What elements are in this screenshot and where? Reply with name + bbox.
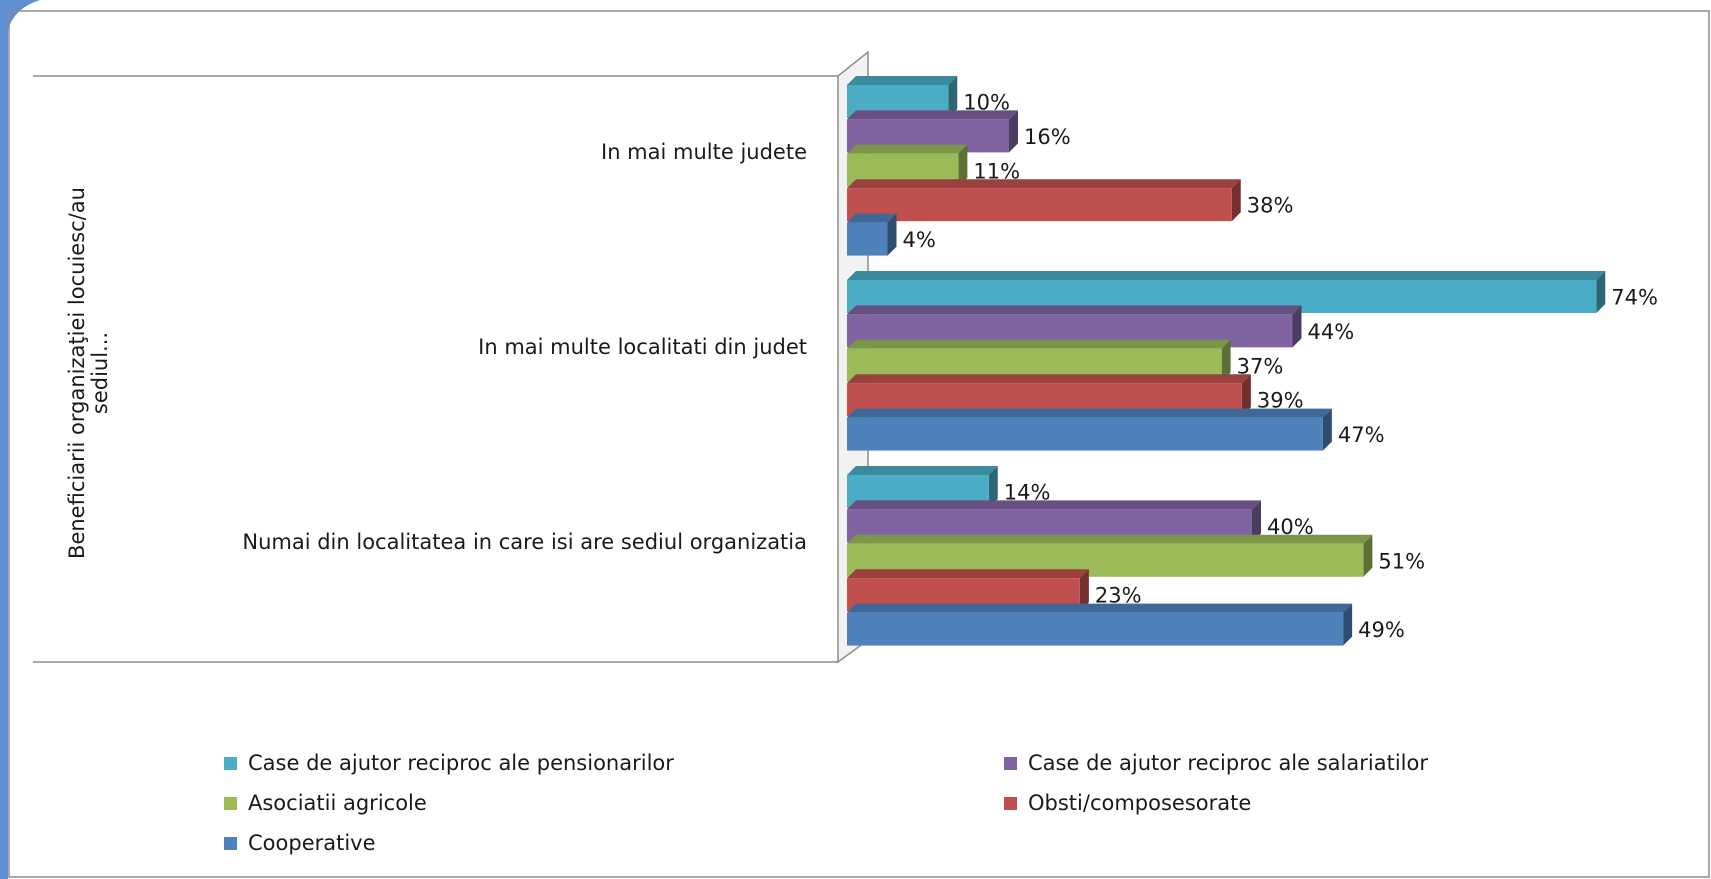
bar <box>847 110 1018 153</box>
bar <box>847 408 1332 451</box>
category-label: In mai multe localitati din judet <box>478 335 807 359</box>
bar-top <box>847 271 1606 280</box>
data-label: 51% <box>1378 549 1425 573</box>
bar-top <box>847 144 968 154</box>
bar-top <box>847 305 1302 315</box>
bar <box>847 534 1373 577</box>
legend-label: Cooperative <box>248 831 376 855</box>
bar-side <box>1322 408 1332 451</box>
bar-side <box>958 144 968 187</box>
bar-side <box>1292 305 1302 348</box>
bar-side <box>1009 110 1018 153</box>
data-label: 74% <box>1611 286 1658 310</box>
bar-top <box>847 179 1241 189</box>
data-label: 16% <box>1024 125 1071 149</box>
data-label: 47% <box>1338 423 1385 447</box>
bar-side <box>948 76 958 118</box>
legend-label: Case de ajutor reciproc ale pensionarilo… <box>248 751 674 775</box>
category-label: In mai multe judete <box>601 140 807 164</box>
bar-front <box>847 417 1323 451</box>
bar <box>847 179 1241 222</box>
bar-front <box>847 222 888 256</box>
chart-frame <box>8 10 1710 878</box>
data-label: 49% <box>1358 618 1405 642</box>
data-label: 4% <box>903 228 936 252</box>
legend-swatch <box>1004 757 1017 770</box>
legend-swatch <box>224 797 237 810</box>
bar-top <box>847 534 1373 544</box>
bar-top <box>847 500 1261 510</box>
data-label: 44% <box>1308 320 1355 344</box>
legend-swatch <box>224 757 237 770</box>
category-label: Numai din localitatea in care isi are se… <box>242 530 807 554</box>
legend-swatch <box>224 837 237 850</box>
bar-side <box>887 213 897 256</box>
bar-top <box>847 213 897 223</box>
bar-top <box>847 408 1332 418</box>
data-label: 38% <box>1247 194 1294 218</box>
bar-side <box>988 466 998 508</box>
bar-top <box>847 374 1251 384</box>
legend-swatch <box>1004 797 1017 810</box>
bar-front <box>847 188 1232 222</box>
bar-front <box>847 612 1344 646</box>
bar-top <box>847 339 1231 349</box>
bar-top <box>847 110 1018 120</box>
bar <box>847 603 1353 646</box>
bar-side <box>1363 534 1373 577</box>
bar-side <box>1079 569 1089 612</box>
legend-label: Case de ajutor reciproc ale salariatilor <box>1028 751 1428 775</box>
slide-decoration <box>0 0 40 879</box>
legend-label: Obsti/composesorate <box>1028 791 1251 815</box>
bar-side <box>1343 603 1353 646</box>
legend-label: Asociatii agricole <box>248 791 427 815</box>
bar-side <box>1231 179 1241 222</box>
bar-top <box>847 76 958 85</box>
bar-top <box>847 466 998 475</box>
bar-side <box>1252 500 1261 543</box>
bar-side <box>1221 339 1231 382</box>
bar-side <box>1596 271 1606 313</box>
bar-side <box>1241 374 1251 417</box>
y-axis-title: Beneficiarii organizaţiei locuiesc/au se… <box>65 187 112 559</box>
bar <box>847 213 897 256</box>
bar-top <box>847 569 1089 579</box>
bar-top <box>847 603 1353 613</box>
